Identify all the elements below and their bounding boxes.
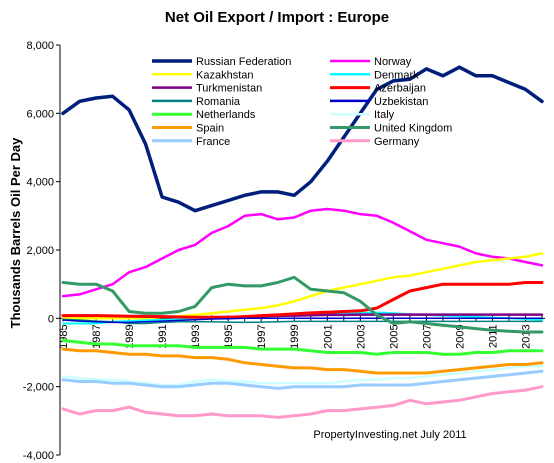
legend-label-norway: Norway (374, 56, 412, 68)
x-tick-label: 1991 (157, 324, 169, 348)
x-tick-label: 2009 (454, 324, 466, 348)
plot-area: -4,000 -2,000 0 2,000 4,000 6,000 8,000 1985 198… (23, 40, 554, 462)
y-tick-label: 0 (48, 313, 54, 325)
x-tick-label: 2011 (487, 324, 499, 348)
legend-label-russian-federation: Russian Federation (196, 56, 291, 68)
y-axis-label: Thousands Barrels Oil Per Day (8, 137, 23, 329)
x-tick-label: 2001 (322, 324, 334, 348)
x-tick-label: 1999 (289, 324, 301, 348)
legend: Russian Federation Norway Kazakhstan Denmar… (152, 56, 452, 148)
series-line-united-kingdom (61, 275, 544, 334)
y-tick-label: 2,000 (26, 245, 54, 257)
legend-label-germany: Germany (374, 136, 420, 148)
y-tick-label: 8,000 (26, 40, 54, 52)
legend-label-romania: Romania (196, 96, 241, 108)
x-tick-label: 1985 (58, 324, 70, 348)
series-line-france (61, 369, 544, 390)
x-tick-label: 2007 (421, 324, 433, 348)
series-line-spain (61, 347, 544, 375)
series-line-germany (61, 385, 544, 419)
y-tick-label: 6,000 (26, 108, 54, 120)
legend-label-spain: Spain (196, 123, 224, 135)
legend-label-uzbekistan: Uzbekistan (374, 96, 428, 108)
series-line-uzbekistan (62, 317, 543, 324)
legend-label-italy: Italy (374, 109, 395, 121)
x-tick-label: 1997 (256, 324, 268, 348)
x-tick-label: 1995 (223, 324, 235, 348)
x-tick-label: 2003 (355, 324, 367, 348)
series-line-russian-federation (61, 65, 544, 213)
y-tick-label: 4,000 (26, 177, 54, 189)
legend-label-netherlands: Netherlands (196, 109, 256, 121)
y-tick-label: -2,000 (23, 382, 54, 394)
x-tick-label: 2013 (520, 324, 532, 348)
legend-label-united-kingdom: United Kingdom (374, 123, 452, 135)
legend-label-france: France (196, 136, 230, 148)
series-line-norway (61, 207, 544, 298)
legend-label-azerbaijan: Azerbaijan (374, 83, 426, 95)
series-line-azerbaijan (61, 281, 544, 319)
chart-title: Net Oil Export / Import : Europe (165, 9, 389, 26)
legend-label-denmark: Denmark (374, 69, 419, 81)
series-line-italy (61, 364, 544, 387)
legend-label-kazakhstan: Kazakhstan (196, 69, 253, 81)
series-line-netherlands (61, 339, 544, 356)
source-annotation: PropertyInvesting.net July 2011 (313, 429, 466, 441)
y-tick-label: -4,000 (23, 450, 54, 462)
x-tick-label: 2005 (388, 324, 400, 348)
series-line-romania (62, 318, 543, 325)
series-line-kazakhstan (61, 252, 544, 320)
x-tick-label: 1993 (190, 324, 202, 348)
x-tick-label: 1989 (124, 324, 136, 348)
legend-label-turkmenistan: Turkmenistan (196, 83, 262, 95)
